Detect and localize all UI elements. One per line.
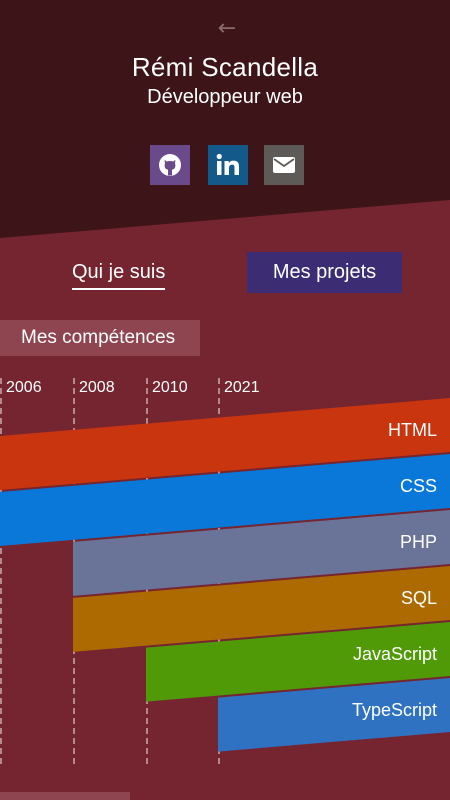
profile-name: Rémi Scandella — [131, 52, 319, 82]
year-label: 2006 — [6, 379, 42, 396]
header-background — [0, 0, 450, 238]
skill-label: TypeScript — [351, 700, 437, 720]
mail-icon — [273, 157, 295, 173]
linkedin-icon — [216, 153, 239, 175]
nav-who-am-i[interactable]: Qui je suis — [72, 261, 166, 290]
arrow-left-icon: ← — [217, 15, 237, 41]
year-label: 2008 — [79, 379, 115, 396]
skill-label: SQL — [400, 588, 437, 608]
github-link[interactable] — [150, 145, 190, 185]
mail-link[interactable] — [264, 145, 304, 185]
skill-label: JavaScript — [352, 644, 437, 664]
github-icon — [159, 154, 181, 176]
year-gridline-2006 — [0, 378, 2, 764]
back-button[interactable]: ← — [213, 14, 241, 42]
next-section-tab — [0, 792, 130, 800]
year-label: 2010 — [152, 379, 188, 396]
nav-my-projects-button[interactable]: Mes projets — [247, 252, 402, 293]
skills-title: Mes compétences — [0, 320, 200, 356]
skill-label: CSS — [399, 476, 437, 496]
year-label: 2021 — [224, 379, 260, 396]
profile-role: Développeur web — [147, 86, 303, 108]
linkedin-link[interactable] — [208, 145, 248, 185]
skill-label: PHP — [399, 532, 437, 552]
skill-label: HTML — [388, 420, 437, 440]
